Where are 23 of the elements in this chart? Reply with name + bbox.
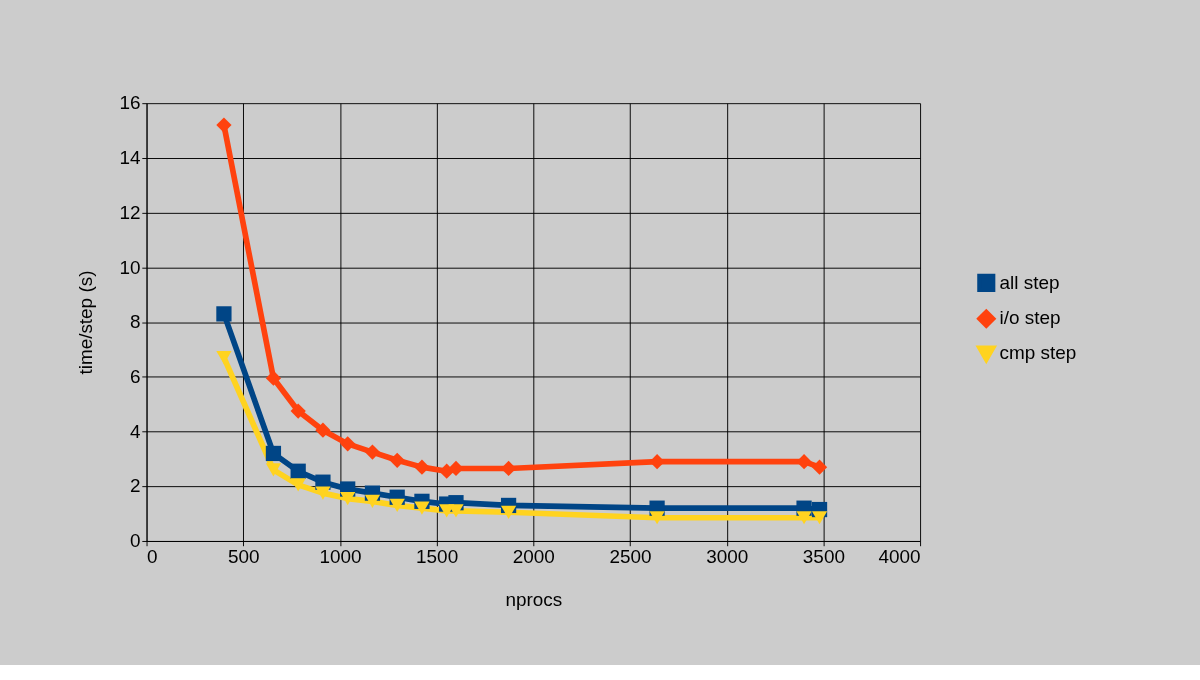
x-tick-label: 4000 [878,546,921,568]
x-axis-title: nprocs [505,588,563,610]
legend-label: i/o step [999,307,1061,329]
x-tick-label: 2000 [512,546,555,568]
y-tick-label: 16 [119,92,141,114]
legend-label: cmp step [999,342,1077,364]
y-tick-label: 8 [129,311,141,333]
x-tick-label: 1000 [319,546,362,568]
x-tick-label: 2500 [609,546,652,568]
y-tick-label: 4 [129,420,141,442]
y-tick-label: 12 [119,201,141,223]
legend-label: all step [999,271,1060,293]
y-tick-label: 6 [129,365,141,387]
x-tick-label: 500 [227,546,260,568]
y-tick-label: 0 [129,530,141,552]
x-tick-label: 1500 [416,546,459,568]
x-tick-label: 3000 [706,546,749,568]
y-tick-label: 14 [119,147,141,169]
x-tick-label: 0 [147,546,158,568]
y-tick-label: 2 [129,475,141,497]
x-tick-label: 3500 [802,546,845,568]
y-tick-label: 10 [119,256,141,278]
y-axis-title: time/step (s) [74,270,96,375]
